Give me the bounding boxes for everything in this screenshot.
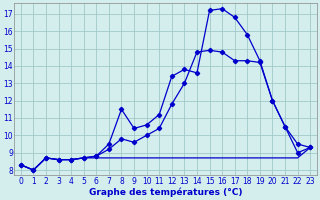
X-axis label: Graphe des températures (°C): Graphe des températures (°C) xyxy=(89,187,242,197)
